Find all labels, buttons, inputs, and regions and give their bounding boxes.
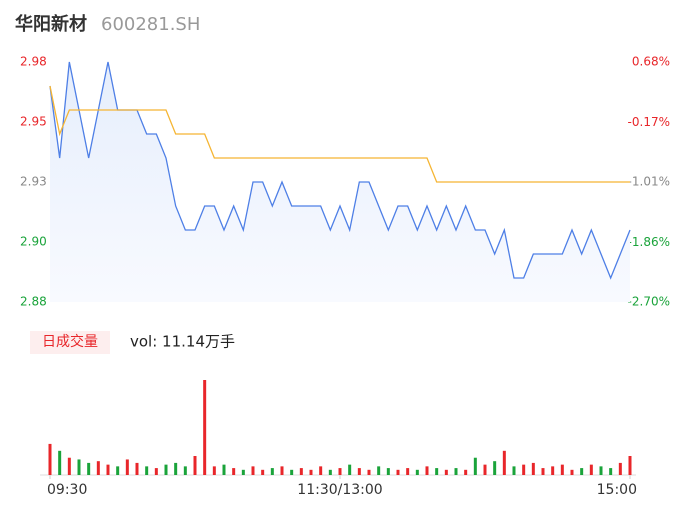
volume-bar bbox=[193, 456, 197, 475]
volume-bar bbox=[570, 469, 574, 475]
y-tick-label: 2.90 bbox=[20, 235, 47, 249]
volume-bar bbox=[541, 468, 545, 475]
y-tick-label: 2.93 bbox=[20, 175, 47, 189]
volume-bar bbox=[106, 464, 110, 475]
volume-bar bbox=[183, 466, 187, 475]
average-line bbox=[49, 85, 630, 183]
price-line bbox=[49, 61, 631, 280]
volume-bar bbox=[328, 469, 332, 475]
legend-box bbox=[30, 331, 110, 354]
volume-bar bbox=[348, 464, 352, 475]
volume-bar bbox=[512, 466, 516, 475]
volume-bar bbox=[396, 469, 400, 475]
volume-bar bbox=[338, 468, 342, 475]
volume-bar bbox=[454, 468, 458, 475]
volume-bar bbox=[502, 450, 506, 475]
volume-bar bbox=[551, 466, 555, 475]
volume-bar bbox=[174, 462, 178, 475]
y2-tick-label: -0.17% bbox=[628, 115, 670, 129]
stock-name: 华阳新材 bbox=[15, 13, 87, 35]
y2-tick-label: -1.86% bbox=[628, 235, 670, 249]
volume-bar bbox=[367, 469, 371, 475]
volume-bar bbox=[251, 466, 255, 475]
volume-bar bbox=[560, 464, 564, 475]
volume-bar bbox=[135, 462, 139, 475]
volume-bar bbox=[261, 469, 265, 475]
volume-bar bbox=[628, 456, 632, 475]
volume-summary: vol: 11.14万手 bbox=[130, 333, 235, 351]
volume-bar bbox=[589, 464, 593, 475]
volume-bar bbox=[531, 462, 535, 475]
volume-bar bbox=[618, 462, 622, 475]
volume-bar bbox=[406, 468, 410, 475]
volume-bar bbox=[48, 443, 52, 475]
volume-bar bbox=[464, 469, 468, 475]
volume-bar bbox=[125, 459, 129, 475]
price-area bbox=[50, 62, 630, 302]
volume-bar bbox=[580, 468, 584, 475]
stock-code: 600281.SH bbox=[101, 14, 200, 35]
volume-bar bbox=[232, 468, 236, 475]
volume-bar bbox=[96, 461, 100, 475]
x-tick-label: 11:30/13:00 bbox=[297, 482, 382, 498]
volume-bar bbox=[116, 466, 120, 475]
volume-bar bbox=[164, 464, 168, 475]
volume-bar bbox=[77, 459, 81, 475]
volume-bar bbox=[357, 468, 361, 475]
y-tick-label: 2.98 bbox=[20, 55, 47, 69]
y-tick-label: 2.88 bbox=[20, 295, 47, 309]
volume-bar bbox=[87, 462, 91, 475]
volume-bar bbox=[299, 468, 303, 475]
volume-bar bbox=[444, 469, 448, 475]
volume-bar bbox=[473, 457, 477, 475]
volume-bar bbox=[241, 469, 245, 475]
volume-bar bbox=[280, 466, 284, 475]
volume-bar bbox=[309, 469, 313, 475]
volume-bar bbox=[270, 468, 274, 475]
volume-bar bbox=[58, 450, 62, 475]
volume-bar bbox=[290, 469, 294, 475]
volume-bar bbox=[425, 466, 429, 475]
volume-bar bbox=[522, 464, 526, 475]
volume-bar bbox=[203, 380, 207, 475]
y-tick-label: 2.95 bbox=[20, 115, 47, 129]
volume-bar bbox=[386, 468, 390, 475]
volume-bar bbox=[599, 466, 603, 475]
volume-bar bbox=[67, 457, 71, 475]
volume-bar bbox=[319, 466, 323, 475]
volume-bar bbox=[609, 468, 613, 475]
volume-legend: 日成交量 bbox=[42, 333, 98, 350]
volume-bar bbox=[435, 468, 439, 475]
volume-bar bbox=[154, 468, 158, 475]
volume-bar bbox=[222, 464, 226, 475]
y2-tick-label: -1.01% bbox=[628, 175, 670, 189]
volume-bar bbox=[212, 466, 216, 475]
y2-tick-label: -2.70% bbox=[628, 295, 670, 309]
volume-bar bbox=[145, 466, 149, 475]
volume-bar bbox=[377, 466, 381, 475]
y2-tick-label: 0.68% bbox=[632, 55, 670, 69]
volume-bar bbox=[483, 464, 487, 475]
volume-bar bbox=[493, 461, 497, 475]
volume-bar bbox=[415, 469, 419, 475]
x-tick-label: 15:00 bbox=[597, 482, 637, 498]
x-tick-label: 09:30 bbox=[47, 482, 87, 498]
